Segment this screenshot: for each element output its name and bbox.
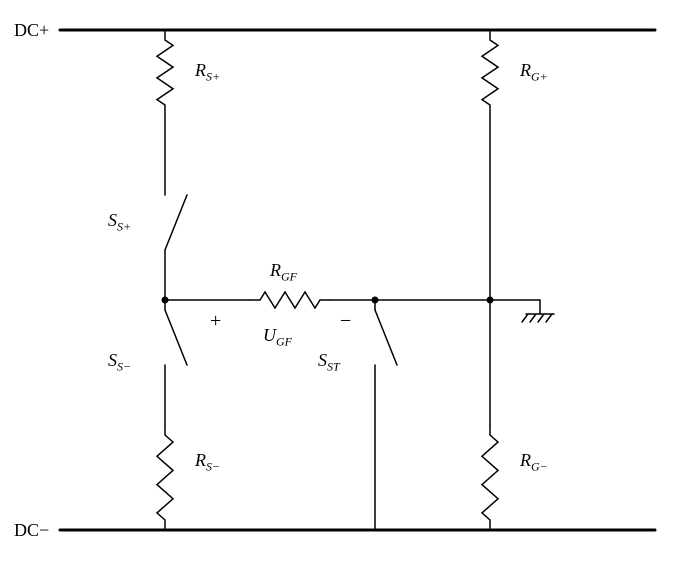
- s-splus-label: SS+: [108, 210, 131, 235]
- dc-plus-label: DC+: [14, 20, 49, 41]
- dc-minus-label: DC−: [14, 520, 49, 541]
- u-gf-label: UGF: [263, 325, 292, 350]
- r-gminus-label: RG−: [520, 450, 548, 475]
- r-splus-label: RS+: [195, 60, 220, 85]
- s-sminus-label: SS−: [108, 350, 131, 375]
- plus-sign: +: [210, 310, 221, 333]
- s-st-label: SST: [318, 350, 340, 375]
- r-gf-label: RGF: [270, 260, 297, 285]
- r-gplus-label: RG+: [520, 60, 548, 85]
- r-sminus-label: RS−: [195, 450, 220, 475]
- circuit-canvas: DC+ DC− RS+ RS− RG+ RG− RGF UGF SS+ SS− …: [0, 0, 685, 562]
- minus-sign: −: [340, 310, 351, 333]
- circuit-svg: [0, 0, 685, 562]
